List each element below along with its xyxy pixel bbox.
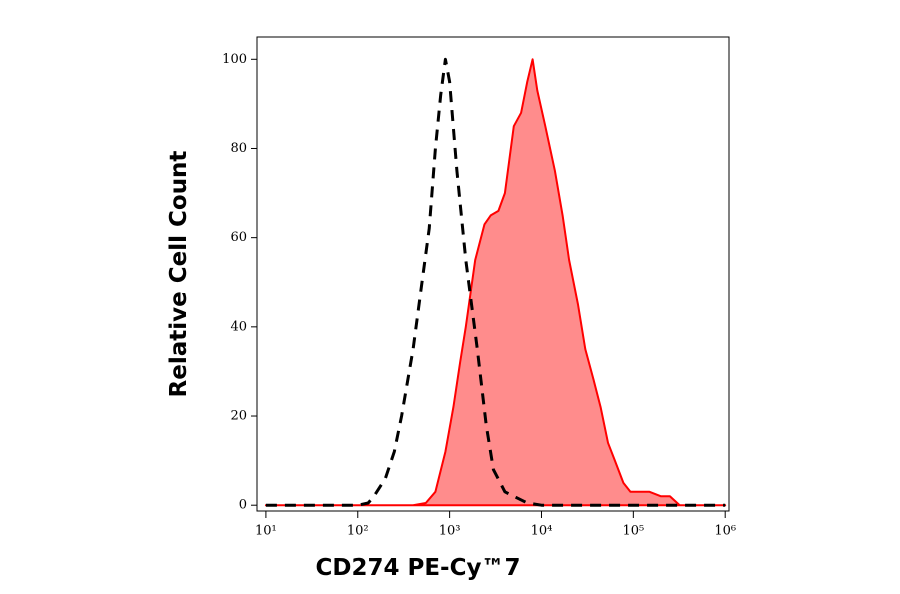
y-axis-label: Relative Cell Count bbox=[166, 151, 192, 398]
y-tick-label: 100 bbox=[222, 52, 247, 67]
x-axis-label: CD274 PE-Cy™7 bbox=[316, 555, 521, 581]
x-tick-label: 10¹ bbox=[255, 524, 277, 539]
histogram-area bbox=[264, 58, 727, 507]
y-tick-label: 80 bbox=[230, 141, 247, 156]
y-tick-label: 60 bbox=[230, 230, 247, 245]
plot-frame bbox=[256, 36, 730, 512]
x-tick-label: 10³ bbox=[439, 524, 461, 539]
x-tick-label: 10⁵ bbox=[622, 524, 644, 539]
y-tick-label: 40 bbox=[230, 319, 247, 334]
x-tick-label: 10⁶ bbox=[714, 524, 736, 539]
x-tick-label: 10⁴ bbox=[531, 524, 553, 539]
histogram-line bbox=[265, 57, 726, 507]
y-tick-label: 0 bbox=[239, 498, 247, 513]
x-tick-label: 10² bbox=[347, 524, 369, 539]
y-tick-label: 20 bbox=[230, 409, 247, 424]
